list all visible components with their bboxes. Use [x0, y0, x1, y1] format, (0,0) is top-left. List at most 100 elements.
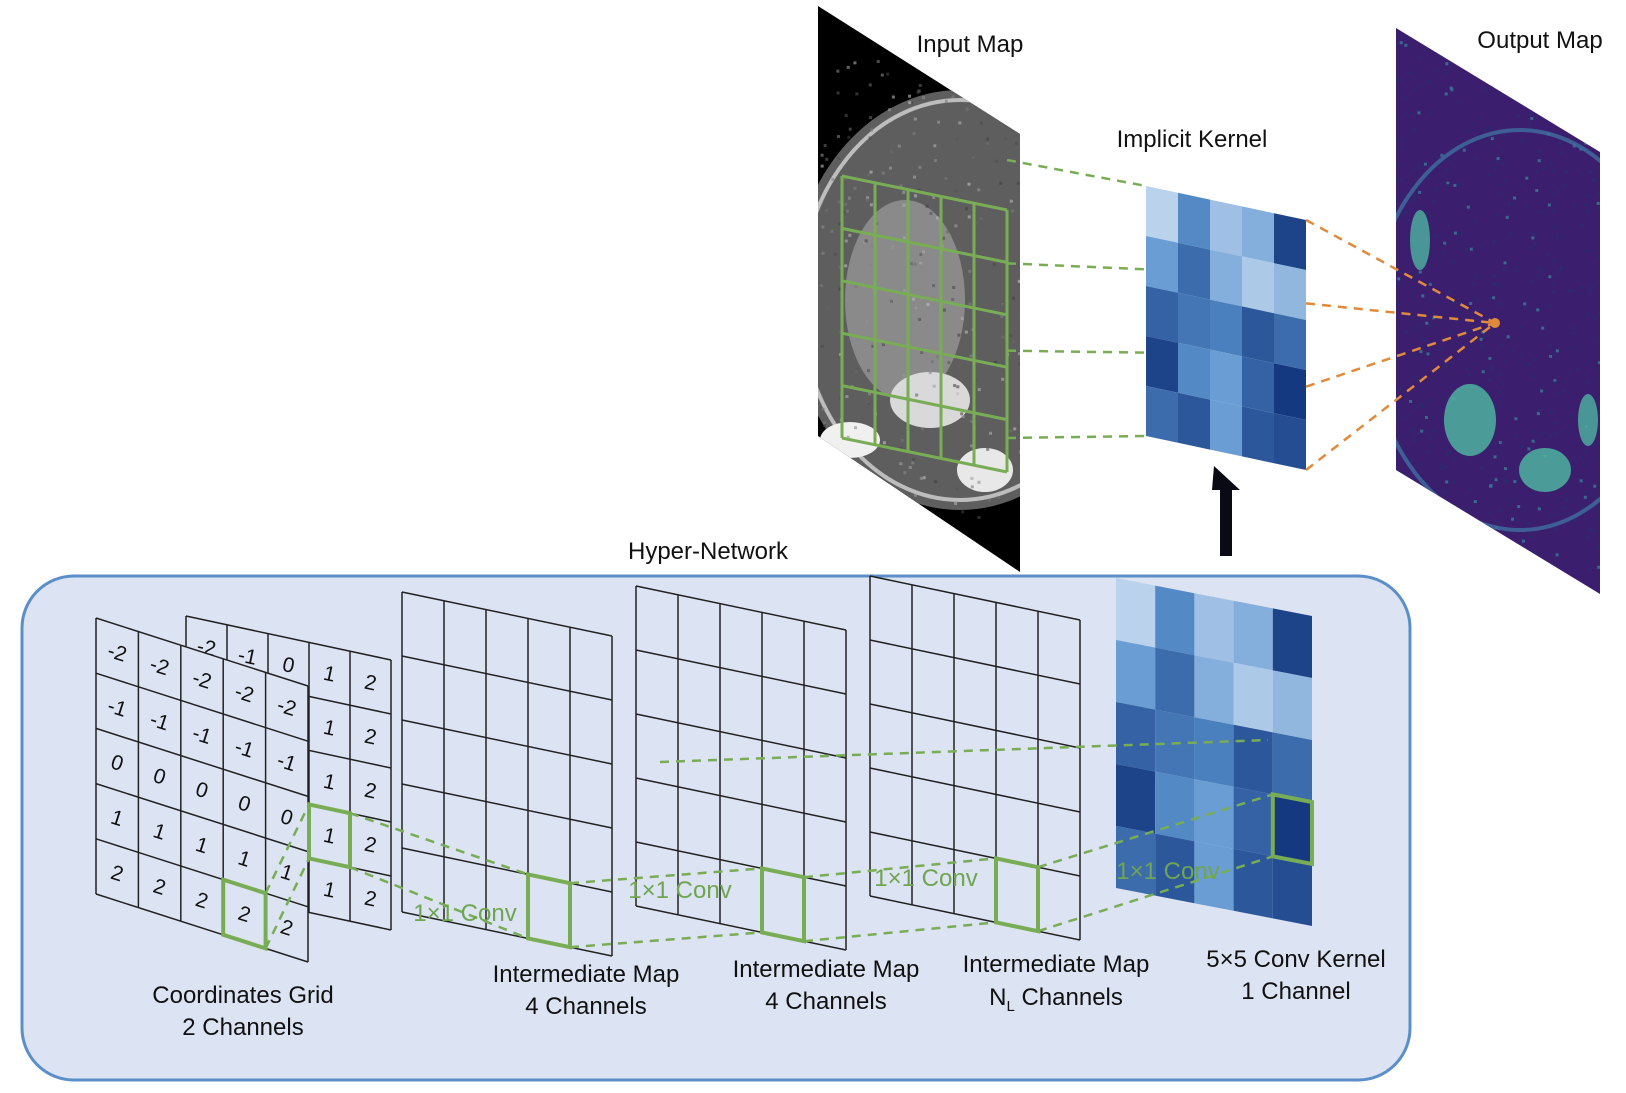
output-noise: [1479, 244, 1483, 248]
ct-noise: [963, 354, 967, 358]
output-noise: [1464, 248, 1468, 252]
output-noise: [1440, 466, 1444, 470]
output-noise: [1458, 301, 1462, 305]
output-noise: [1489, 537, 1493, 541]
ct-noise: [978, 385, 982, 389]
ct-noise: [951, 297, 955, 301]
ct-noise: [837, 135, 841, 139]
output-noise: [1509, 232, 1513, 236]
ct-noise: [820, 284, 824, 288]
output-noise: [1552, 209, 1556, 213]
caption-line2: 4 Channels: [765, 988, 886, 1015]
output-noise: [1465, 506, 1469, 510]
output-noise: [1504, 480, 1508, 484]
output-noise: [1503, 261, 1507, 265]
ct-noise: [838, 287, 842, 291]
output-noise: [1443, 241, 1447, 245]
caption-intermediate-map-1: Intermediate Map 4 Channels: [493, 961, 680, 1020]
ct-noise: [866, 400, 870, 404]
grid-line: [401, 847, 613, 893]
grid-line: [401, 783, 613, 829]
implicit-kernel-cell: [1178, 292, 1210, 350]
output-noise: [1487, 446, 1491, 450]
output-noise: [1419, 350, 1423, 354]
output-noise: [1396, 269, 1400, 273]
ct-noise: [964, 207, 968, 211]
ct-noise: [960, 317, 964, 321]
ct-noise: [866, 196, 870, 200]
output-noise: [1519, 352, 1523, 356]
ct-noise: [899, 446, 903, 450]
output-noise: [1433, 234, 1437, 238]
output-noise: [1480, 345, 1484, 348]
output-noise: [1493, 434, 1497, 438]
output-noise: [1513, 196, 1517, 200]
output-noise: [1412, 34, 1416, 38]
ct-noise: [877, 344, 881, 348]
ct-noise: [1009, 333, 1013, 337]
ct-noise: [1014, 98, 1018, 102]
ct-noise: [849, 225, 853, 229]
caption-line2: 2 Channels: [182, 1014, 303, 1041]
output-noise: [1492, 239, 1496, 243]
grid-line: [635, 777, 847, 823]
ct-noise: [878, 384, 882, 388]
output-noise: [1597, 104, 1600, 108]
output-noise: [1492, 296, 1496, 300]
output-noise: [1591, 84, 1595, 88]
output-noise: [1399, 178, 1403, 182]
output-noise: [1580, 172, 1584, 176]
output-noise: [1405, 112, 1409, 116]
output-noise: [1418, 539, 1422, 543]
ct-noise: [847, 135, 851, 139]
output-noise: [1485, 331, 1489, 335]
output-noise: [1595, 95, 1599, 99]
ct-noise: [865, 198, 869, 202]
green-connector: [264, 803, 311, 894]
output-noise: [1533, 241, 1537, 245]
implicit-kernel-cell: [1274, 363, 1306, 420]
output-noise: [1426, 175, 1430, 179]
ct-noise: [913, 117, 917, 121]
implicit-kernel-cell: [1242, 206, 1274, 264]
output-noise: [1493, 455, 1497, 459]
ct-noise: [902, 373, 906, 377]
intermediate-map-bg: [402, 592, 612, 956]
output-noise: [1416, 31, 1420, 35]
ct-outline: [818, 98, 1020, 502]
output-noise: [1409, 458, 1413, 462]
output-noise: [1511, 560, 1515, 564]
output-noise: [1503, 477, 1507, 481]
output-noise: [1599, 573, 1600, 577]
ct-noise: [930, 360, 934, 364]
output-noise: [1550, 561, 1554, 565]
ct-noise: [996, 276, 1000, 280]
output-noise: [1528, 121, 1532, 125]
output-noise: [1555, 553, 1559, 557]
ct-noise: [882, 441, 886, 445]
output-noise: [1484, 128, 1488, 132]
ct-noise: [911, 461, 915, 465]
output-noise: [1414, 352, 1418, 356]
grid-line: [869, 767, 1081, 813]
ct-noise: [944, 99, 948, 103]
output-map-title: Output Map: [1477, 27, 1602, 54]
output-noise: [1496, 157, 1500, 161]
output-noise: [1444, 531, 1448, 535]
ct-noise: [868, 263, 872, 267]
ct-noise: [903, 471, 907, 475]
output-noise: [1400, 147, 1404, 151]
output-noise: [1449, 86, 1453, 90]
output-noise: [1555, 392, 1559, 396]
output-noise: [1554, 527, 1558, 531]
grid-line: [841, 384, 1008, 422]
output-noise: [1411, 514, 1415, 518]
output-noise: [1515, 266, 1519, 270]
implicit-kernel-cell: [1242, 356, 1274, 414]
conv-kernel-cell: [1116, 702, 1156, 772]
output-noise: [1492, 274, 1496, 278]
output-noise: [1531, 236, 1535, 240]
grid-line: [95, 672, 309, 742]
ct-noise: [988, 498, 992, 502]
output-noise: [1510, 499, 1514, 503]
